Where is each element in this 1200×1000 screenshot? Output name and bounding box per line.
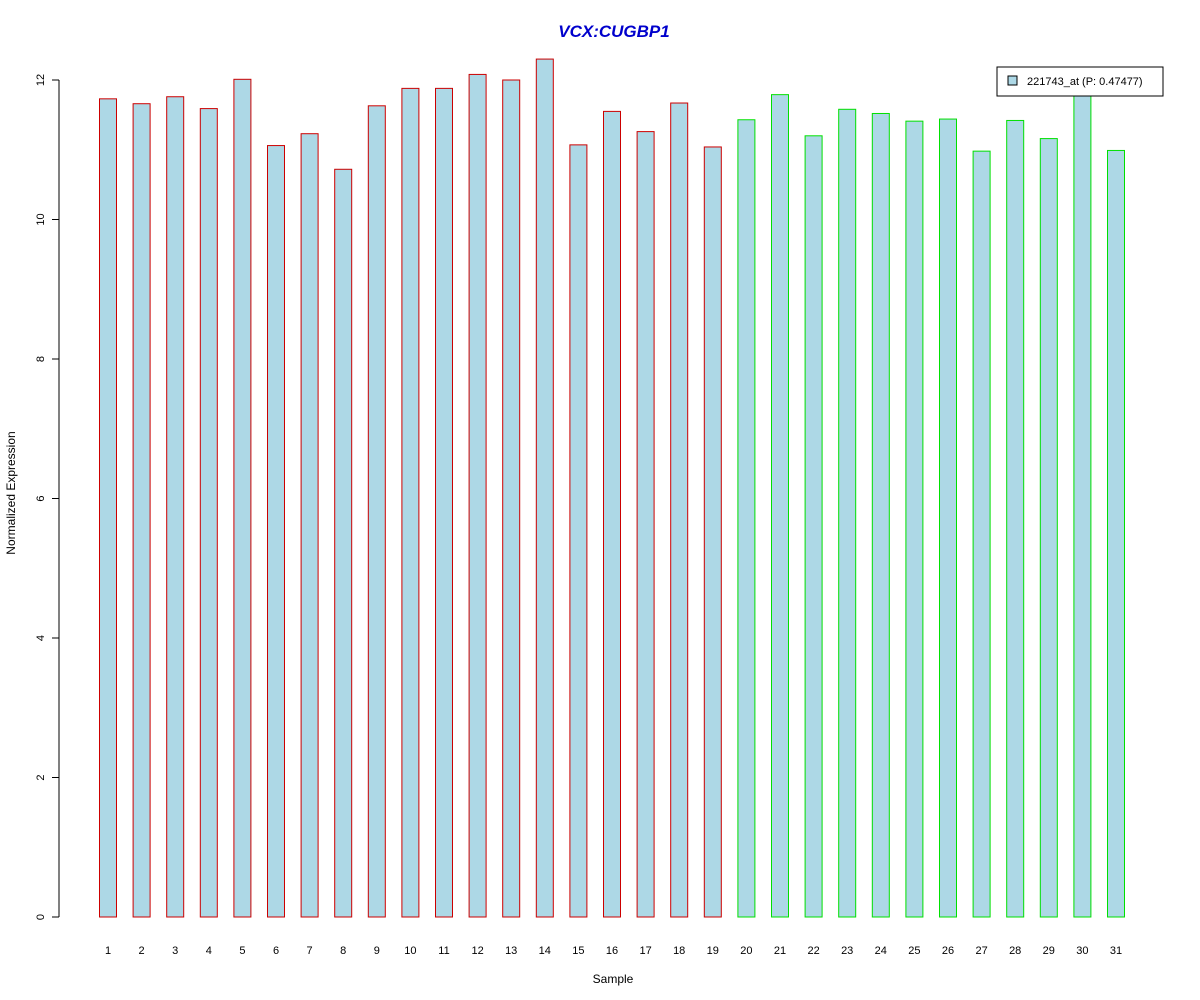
x-tick-label: 12: [471, 945, 483, 957]
x-tick-label: 10: [404, 945, 416, 957]
x-tick-label: 21: [774, 945, 786, 957]
x-tick-label: 29: [1043, 945, 1055, 957]
bar-sample-1: [99, 98, 117, 918]
y-axis-title: Normalized Expression: [4, 431, 18, 554]
x-tick-label: 24: [875, 945, 887, 957]
bar-sample-22: [804, 135, 823, 918]
bar-sample-18: [670, 102, 689, 918]
x-tick-label: 30: [1076, 945, 1088, 957]
x-tick-label: 19: [707, 945, 719, 957]
y-tick-label: 8: [35, 356, 47, 362]
x-axis-title: Sample: [593, 972, 634, 986]
x-tick-label: 16: [606, 945, 618, 957]
bars: [99, 58, 1125, 918]
bar-sample-4: [199, 108, 218, 918]
x-tick-label: 5: [239, 945, 245, 957]
bar-sample-11: [435, 87, 453, 918]
bar-sample-13: [502, 79, 521, 918]
bar-sample-16: [603, 110, 621, 918]
x-tick-label: 28: [1009, 945, 1021, 957]
x-tick-label: 1: [105, 945, 111, 957]
bar-sample-31: [1107, 149, 1125, 918]
bar-sample-2: [132, 103, 151, 918]
x-tick-label: 22: [807, 945, 819, 957]
bar-sample-26: [939, 118, 957, 918]
bar-sample-23: [838, 108, 857, 918]
x-tick-label: 6: [273, 945, 279, 957]
x-tick-label: 27: [975, 945, 987, 957]
bar-sample-6: [267, 145, 285, 918]
bar-sample-14: [535, 58, 554, 918]
x-tick-label: 7: [307, 945, 313, 957]
x-tick-label: 25: [908, 945, 920, 957]
bar-sample-5: [233, 78, 252, 918]
bar-sample-19: [703, 146, 722, 918]
bar-sample-9: [367, 105, 386, 918]
x-tick-label: 18: [673, 945, 685, 957]
legend: 221743_at (P: 0.47477): [996, 66, 1164, 97]
x-tick-label: 23: [841, 945, 853, 957]
bar-sample-24: [871, 112, 890, 918]
x-tick-label: 17: [639, 945, 651, 957]
y-axis: 0 2 4 6 8 10 12: [35, 74, 60, 920]
x-tick-label: 11: [438, 945, 449, 957]
bar-sample-15: [569, 144, 588, 918]
y-tick-label: 10: [35, 213, 47, 225]
bar-sample-3: [166, 96, 185, 918]
bar-sample-10: [401, 87, 420, 918]
legend-box: [996, 66, 1164, 97]
legend-label: 221743_at (P: 0.47477): [1027, 76, 1143, 88]
x-tick-label: 13: [505, 945, 517, 957]
bar-sample-20: [737, 119, 756, 918]
x-tick-label: 9: [374, 945, 380, 957]
x-tick-label: 31: [1110, 945, 1122, 957]
x-tick-label: 8: [340, 945, 346, 957]
y-tick-label: 2: [35, 774, 47, 780]
x-tick-label: 20: [740, 945, 752, 957]
bar-sample-30: [1073, 91, 1092, 918]
y-tick-label: 12: [35, 74, 47, 86]
y-tick-label: 6: [35, 495, 47, 501]
bar-sample-29: [1039, 138, 1058, 918]
bar-sample-12: [468, 73, 487, 918]
y-tick-label: 0: [35, 914, 47, 920]
bar-sample-7: [300, 133, 319, 918]
bar-sample-21: [771, 94, 789, 918]
x-tick-label: 26: [942, 945, 954, 957]
x-tick-label: 15: [572, 945, 584, 957]
bar-sample-27: [972, 150, 991, 918]
bar-sample-8: [334, 168, 353, 918]
x-tick-labels: 1 2 3 4 5 6 7 8 9 10 11 12 13 14 15 16 17 18 19 20 21 22 23 24 2…: [105, 945, 1122, 957]
x-tick-label: 14: [539, 945, 551, 957]
bar-sample-17: [636, 131, 655, 918]
legend-swatch: [1007, 75, 1018, 86]
y-tick-label: 4: [35, 635, 47, 641]
chart-title: VCX:CUGBP1: [558, 22, 669, 41]
x-tick-label: 3: [172, 945, 178, 957]
bar-sample-25: [905, 120, 924, 918]
bar-sample-28: [1006, 119, 1025, 918]
x-tick-label: 2: [139, 945, 145, 957]
x-tick-label: 4: [206, 945, 212, 957]
